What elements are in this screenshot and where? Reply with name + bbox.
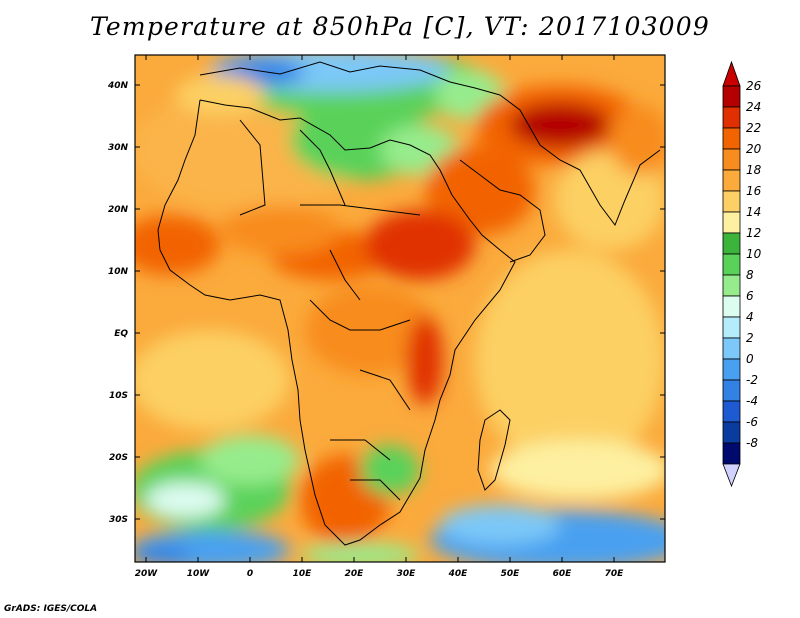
colorbar-label: 8 <box>746 268 754 282</box>
axis-ticks <box>135 55 665 562</box>
colorbar-under-arrow <box>722 463 741 488</box>
colorbar-label: 20 <box>746 142 762 156</box>
lon-label: 0 <box>247 569 253 579</box>
plot-frame <box>134 54 666 563</box>
colorbar-label: 16 <box>746 184 762 198</box>
colorbar-label: 14 <box>746 205 761 219</box>
colorbar-swatch <box>722 169 741 192</box>
lat-label: 40N <box>107 81 129 91</box>
colorbar-swatch <box>722 274 741 297</box>
colorbar-over-arrow <box>722 60 741 87</box>
latitude-labels: 40N 30N 20N 10N EQ 10S 20S 30S <box>107 81 129 525</box>
colorbar-swatch <box>722 85 741 108</box>
grads-credit: GrADS: IGES/COLA <box>4 604 98 614</box>
colorbar-label: 24 <box>746 100 761 114</box>
longitude-labels: 20W 10W 0 10E 20E 30E 40E 50E 60E 70E <box>135 569 624 579</box>
colorbar-label: 4 <box>746 310 754 324</box>
lat-label: 20S <box>109 453 128 463</box>
lon-label: 70E <box>605 569 625 579</box>
lon-label: 40E <box>448 569 469 579</box>
lat-label: 10S <box>109 391 128 401</box>
colorbar-swatch <box>722 127 741 150</box>
lon-label: 60E <box>553 569 573 579</box>
lon-label: 50E <box>501 569 521 579</box>
colorbar-label: 10 <box>746 247 762 261</box>
colorbar-label: -2 <box>746 373 758 387</box>
colorbar-swatch <box>722 211 741 234</box>
colorbar-label: 2 <box>746 331 754 345</box>
colorbar-swatch <box>722 190 741 213</box>
temperature-field <box>135 55 665 562</box>
colorbar-swatch <box>722 400 741 423</box>
colorbar-swatch <box>722 442 741 465</box>
colorbar-swatch <box>722 316 741 339</box>
colorbar-swatch <box>722 358 741 381</box>
colorbar-swatch <box>722 337 741 360</box>
colorbar-swatch <box>722 148 741 171</box>
colorbar-label: 12 <box>746 226 761 240</box>
lat-label: 10N <box>108 267 129 277</box>
colorbar-label: 22 <box>746 121 761 135</box>
colorbar-label: 18 <box>746 163 762 177</box>
colorbar-swatch <box>722 232 741 255</box>
colorbar-label: 0 <box>746 352 754 366</box>
colorbar-swatch <box>722 106 741 129</box>
lon-label: 30E <box>397 569 417 579</box>
coastlines <box>157 61 661 546</box>
lat-label: 30S <box>109 515 128 525</box>
colorbar-label: 26 <box>746 79 762 93</box>
colorbar-swatch <box>722 295 741 318</box>
colorbar-label: -8 <box>746 436 758 450</box>
lon-label: 10E <box>293 569 313 579</box>
lat-label: 20N <box>108 205 129 215</box>
lat-label: 30N <box>108 143 129 153</box>
colorbar-swatch <box>722 421 741 444</box>
colorbar-label: -6 <box>746 415 758 429</box>
lon-label: 20E <box>345 569 365 579</box>
colorbar-swatch <box>722 379 741 402</box>
colorbar-label: -4 <box>746 394 758 408</box>
colorbar-swatch <box>722 253 741 276</box>
lon-label: 10W <box>187 569 211 579</box>
colorbar-label: 6 <box>746 289 754 303</box>
map-title: Temperature at 850hPa [C], VT: 201710300… <box>90 12 710 41</box>
lat-label: EQ <box>114 329 128 339</box>
lon-label: 20W <box>135 569 159 579</box>
